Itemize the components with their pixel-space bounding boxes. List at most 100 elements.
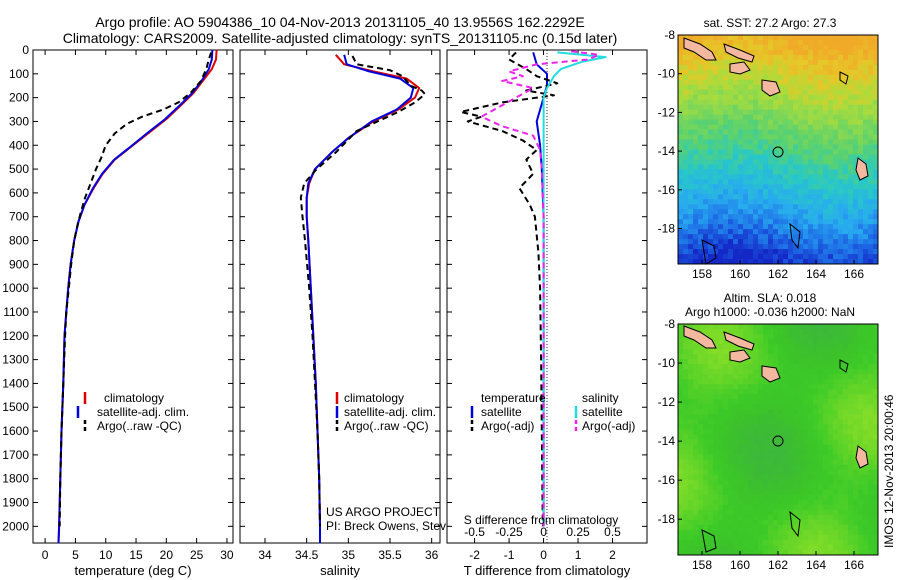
map-cell: [753, 364, 759, 370]
map-cell: [678, 504, 684, 511]
map-cell: [718, 504, 724, 511]
map-cell: [688, 414, 694, 420]
map-cell: [768, 394, 774, 400]
map-cell: [848, 409, 854, 415]
map-cell: [728, 469, 734, 476]
map-cell: [813, 189, 819, 195]
map-cell: [828, 329, 834, 335]
map-cell: [803, 224, 809, 230]
map-cell: [803, 99, 809, 106]
map-cell: [748, 89, 754, 96]
map-cell: [763, 219, 769, 225]
map-cell: [813, 389, 819, 395]
s-tick-label: 0.5: [604, 525, 621, 539]
map-cell: [693, 429, 699, 435]
map-cell: [678, 74, 684, 81]
map-cell: [833, 479, 839, 486]
map-cell: [818, 359, 824, 365]
map-cell: [858, 524, 864, 531]
map-cell: [743, 84, 749, 91]
series-line-argo: [459, 51, 559, 527]
map-cell: [858, 189, 864, 195]
map-cell: [763, 224, 769, 230]
map-cell: [733, 464, 739, 471]
map-cell: [688, 344, 694, 350]
map-cell: [748, 529, 754, 536]
map-cell: [823, 394, 829, 400]
map-cell: [748, 519, 754, 526]
map-cell: [848, 109, 854, 116]
map-cell: [793, 544, 799, 551]
map-cell: [703, 359, 709, 365]
map-cell: [758, 369, 764, 375]
map-cell: [828, 429, 834, 435]
map-cell: [783, 464, 789, 471]
map-cell: [683, 199, 689, 205]
map-cell: [678, 154, 684, 160]
map-cell: [678, 174, 684, 180]
map-cell: [743, 159, 749, 165]
map-cell: [708, 424, 714, 430]
map-cell: [748, 509, 754, 516]
map-cell: [708, 224, 714, 230]
map-cell: [698, 489, 704, 496]
map-cell: [683, 259, 689, 265]
map-cell: [768, 359, 774, 365]
map-cell: [733, 379, 739, 385]
map-cell: [728, 159, 734, 165]
map-cell: [843, 334, 849, 340]
map-cell: [778, 449, 784, 455]
sla-reef-2: [701, 529, 717, 553]
map-cell: [763, 259, 769, 265]
map-cell: [703, 119, 709, 126]
map-cell: [773, 539, 779, 546]
map-cell: [738, 369, 744, 375]
map-cell: [738, 414, 744, 420]
map-cell: [853, 449, 859, 455]
map-cell: [753, 544, 759, 551]
map-cell: [803, 214, 809, 220]
map-cell: [823, 254, 829, 260]
map-cell: [868, 494, 874, 501]
map-cell: [868, 529, 874, 536]
map-cell: [688, 359, 694, 365]
map-cell: [738, 159, 744, 165]
map-cell: [753, 374, 759, 380]
map-cell: [818, 384, 824, 390]
map-cell: [833, 494, 839, 501]
map-cell: [743, 244, 749, 250]
map-cell: [808, 69, 814, 76]
map-cell: [733, 39, 739, 46]
map-cell: [833, 359, 839, 365]
map-cell: [868, 89, 874, 96]
map-cell: [688, 494, 694, 501]
map-cell: [843, 444, 849, 450]
map-cell: [748, 464, 754, 471]
map-cell: [828, 444, 834, 450]
map-cell: [733, 409, 739, 415]
map-cell: [793, 134, 799, 140]
map-cell: [798, 59, 804, 66]
map-cell: [683, 444, 689, 450]
map-cell: [743, 489, 749, 496]
map-cell: [718, 339, 724, 345]
map-cell: [743, 99, 749, 106]
map-cell: [753, 509, 759, 516]
map-cell: [773, 149, 779, 155]
map-cell: [838, 409, 844, 415]
map-cell: [863, 209, 869, 215]
map-cell: [863, 109, 869, 116]
sst-argo-location-marker: [772, 146, 784, 158]
map-cell: [833, 54, 839, 61]
map-cell: [743, 444, 749, 450]
map-cell: [678, 139, 684, 145]
map-cell: [858, 239, 864, 245]
map-cell: [698, 469, 704, 476]
map-cell: [778, 529, 784, 536]
map-cell: [698, 99, 704, 106]
map-cell: [808, 214, 814, 220]
map-cell: [868, 409, 874, 415]
map-cell: [803, 499, 809, 506]
map-cell: [773, 189, 779, 195]
map-cell: [808, 64, 814, 71]
